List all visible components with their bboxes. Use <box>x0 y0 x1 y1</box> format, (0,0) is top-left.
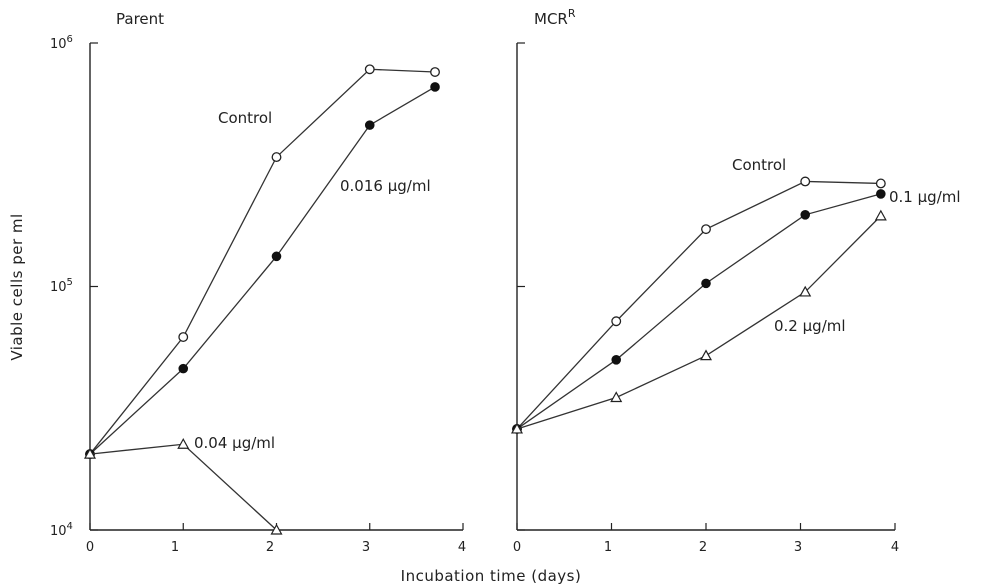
label-mcr-01: 0.1 µg/ml <box>889 188 961 206</box>
panel-title-mcr: MCRR <box>534 7 576 28</box>
mcr-series-2-point-4 <box>874 209 887 221</box>
mcr-series-2-point-2 <box>699 349 713 361</box>
parent-x-tick-1: 1 <box>171 540 179 555</box>
parent-x-tick-2: 2 <box>266 540 274 555</box>
parent-series-0-point-3 <box>364 64 375 75</box>
mcr-x-tick-3: 3 <box>794 540 802 555</box>
x-axis-title: Incubation time (days) <box>401 567 582 585</box>
parent-series-0-point-1 <box>178 332 189 343</box>
y-tick-label-1e4: 104 <box>50 521 73 539</box>
mcr-x-tick-2: 2 <box>699 540 707 555</box>
mcr-series-0-point-1 <box>611 316 622 327</box>
label-parent-004: 0.04 µg/ml <box>194 434 275 452</box>
mcr-x-tick-0: 0 <box>513 540 521 555</box>
y-axis-title: Viable cells per ml <box>8 213 26 360</box>
label-mcr-control: Control <box>732 156 786 174</box>
parent-series-0-point-4 <box>430 67 440 77</box>
label-parent-control: Control <box>218 109 272 127</box>
label-parent-0016: 0.016 µg/ml <box>340 177 431 195</box>
parent-series-1-point-1 <box>178 363 189 374</box>
parent-series-2-point-0 <box>83 447 97 459</box>
mcr-series-1-point-4 <box>876 189 886 199</box>
panel-title-parent: Parent <box>116 10 164 28</box>
parent-series-1-point-3 <box>364 120 375 130</box>
mcr-series-1-point-3 <box>800 209 811 220</box>
parent-series-1-point-4 <box>430 82 440 92</box>
chart-marks <box>83 42 896 535</box>
parent-x-tick-4: 4 <box>458 540 466 555</box>
parent-series-line-1 <box>89 86 436 455</box>
parent-series-0-point-2 <box>271 152 282 163</box>
mcr-series-0-point-3 <box>800 176 811 187</box>
parent-series-1-point-2 <box>271 251 282 262</box>
mcr-x-tick-1: 1 <box>604 540 612 555</box>
mcr-series-1-point-1 <box>611 355 622 365</box>
parent-series-2-point-1 <box>177 438 190 449</box>
y-tick-label-1e6: 106 <box>50 34 73 52</box>
label-mcr-02: 0.2 µg/ml <box>774 317 846 335</box>
mcr-x-tick-4: 4 <box>891 540 899 555</box>
parent-series-line-2 <box>89 443 277 531</box>
mcr-series-0-point-2 <box>701 224 711 235</box>
parent-x-tick-0: 0 <box>86 540 94 555</box>
mcr-series-0-point-4 <box>875 178 886 189</box>
parent-x-tick-3: 3 <box>362 540 370 555</box>
mcr-series-1-point-2 <box>701 278 711 289</box>
panel-title-mcr-superscript: R <box>568 7 576 20</box>
mcr-series-2-point-3 <box>799 285 812 297</box>
mcr-series-line-0 <box>516 180 881 430</box>
y-tick-label-1e5: 105 <box>50 277 73 295</box>
mcr-series-line-1 <box>516 193 881 430</box>
mcr-series-2-point-1 <box>610 391 623 403</box>
mcr-series-2-point-0 <box>510 422 524 434</box>
panel-title-mcr-base: MCR <box>534 10 568 28</box>
parent-series-2-point-2 <box>270 523 283 535</box>
